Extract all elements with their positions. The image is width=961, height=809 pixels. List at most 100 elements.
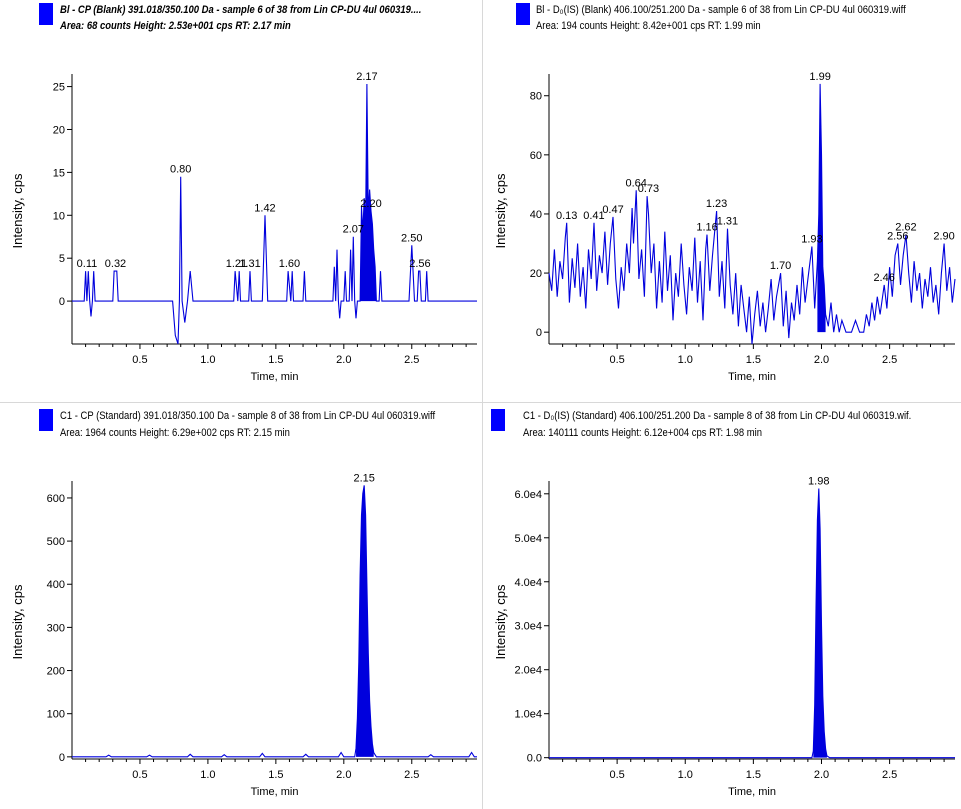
x-tick-label: 1.0 — [678, 354, 693, 366]
peak-label: 0.73 — [638, 183, 659, 195]
legend-swatch — [39, 3, 53, 25]
peak-label: 0.32 — [105, 258, 126, 270]
chromatogram-trace — [549, 488, 955, 759]
panel-stats: Area: 140111 counts Height: 6.12e+004 cp… — [523, 427, 763, 439]
peak-label: 1.93 — [801, 233, 822, 245]
x-tick-label: 2.0 — [336, 769, 351, 781]
chromatogram-chart: 0.0 1.0e4 2.0e4 3.0e4 4.0e4 5.0e4 6.0e4 0.5 1.0 1… — [493, 476, 955, 798]
y-tick-label: 6.0e4 — [514, 489, 542, 501]
y-axis-label: Intensity, cps — [10, 584, 25, 659]
y-tick-label: 1.0e4 — [514, 709, 542, 721]
chromatogram-chart: 0 5 10 15 20 25 0.5 1.0 1.5 2.0 2.5 Time, min Intens… — [10, 71, 477, 383]
x-axis-label: Time, min — [728, 371, 776, 383]
peak-label: 2.20 — [360, 198, 381, 210]
panel-header: Bl - CP (Blank) 391.018/350.100 Da - sam… — [60, 4, 422, 16]
x-tick-label: 2.5 — [404, 354, 419, 366]
peak-label: 2.46 — [873, 272, 894, 284]
y-tick-label: 200 — [47, 666, 65, 678]
y-tick-label: 80 — [530, 91, 542, 103]
chromatogram-trace — [72, 485, 477, 758]
chromatogram-chart: 0 20 40 60 80 0.5 1.0 1.5 2.0 2.5 Time, min Intensi… — [493, 71, 956, 383]
peak-label: 1.31 — [717, 216, 738, 228]
x-tick-label: 2.0 — [814, 354, 829, 366]
x-tick-label: 2.5 — [882, 354, 897, 366]
panel-header: C1 - D₀(IS) (Standard) 406.100/251.200 D… — [523, 410, 912, 422]
panel-stats: Area: 1964 counts Height: 6.29e+002 cps … — [60, 427, 290, 439]
y-tick-label: 20 — [53, 124, 65, 136]
x-tick-label: 1.5 — [268, 769, 283, 781]
peak-label: 1.16 — [696, 222, 717, 234]
y-axis-label: Intensity, cps — [10, 173, 25, 248]
peak-label: 1.98 — [808, 476, 829, 488]
x-tick-label: 1.5 — [268, 354, 283, 366]
panel-header: C1 - CP (Standard) 391.018/350.100 Da - … — [60, 410, 436, 422]
peak-label: 0.47 — [602, 204, 623, 216]
integrated-peak-area — [356, 485, 374, 757]
chromatogram-panel-3: C1 - CP (Standard) 391.018/350.100 Da - … — [0, 403, 482, 809]
x-tick-label: 2.5 — [404, 769, 419, 781]
y-tick-label: 60 — [530, 150, 542, 162]
y-tick-label: 500 — [47, 536, 65, 548]
peak-label: 1.60 — [279, 258, 300, 270]
peak-label: 1.99 — [809, 71, 830, 83]
peak-label: 1.31 — [239, 258, 260, 270]
y-tick-label: 400 — [47, 579, 65, 591]
x-tick-label: 2.0 — [336, 354, 351, 366]
chromatogram-trace — [548, 83, 956, 345]
chromatogram-panel-1: Bl - CP (Blank) 391.018/350.100 Da - sam… — [0, 0, 482, 402]
y-tick-label: 0 — [536, 327, 542, 339]
x-axis-label: Time, min — [251, 371, 299, 383]
chromatogram-trace — [72, 83, 477, 345]
y-tick-label: 600 — [47, 493, 65, 505]
peak-label: 1.70 — [770, 260, 791, 272]
y-tick-label: 3.0e4 — [514, 621, 542, 633]
peak-label: 1.23 — [706, 198, 727, 210]
panel-stats: Area: 194 counts Height: 8.42e+001 cps R… — [536, 20, 761, 32]
peak-label: 2.90 — [933, 231, 954, 243]
x-tick-label: 0.5 — [609, 769, 624, 781]
peak-label: 0.41 — [583, 210, 604, 222]
peak-label: 0.13 — [556, 210, 577, 222]
peak-label: 2.56 — [409, 258, 430, 270]
peak-label: 2.15 — [353, 472, 374, 484]
x-tick-label: 1.5 — [746, 354, 761, 366]
y-tick-label: 4.0e4 — [514, 577, 542, 589]
y-tick-label: 10 — [53, 210, 65, 222]
y-axis-label: Intensity, cps — [493, 584, 508, 659]
x-tick-label: 0.5 — [609, 354, 624, 366]
panel-divider-vertical — [482, 0, 483, 809]
x-axis-label: Time, min — [251, 786, 299, 798]
panel-stats: Area: 68 counts Height: 2.53e+001 cps RT… — [60, 20, 291, 32]
chromatogram-panel-4: C1 - D₀(IS) (Standard) 406.100/251.200 D… — [483, 403, 961, 809]
y-tick-label: 40 — [530, 209, 542, 221]
peak-label: 0.11 — [77, 258, 98, 270]
y-tick-label: 20 — [530, 268, 542, 280]
legend-swatch — [516, 3, 530, 25]
x-tick-label: 0.5 — [132, 769, 147, 781]
x-tick-label: 2.0 — [814, 769, 829, 781]
x-tick-label: 1.0 — [678, 769, 693, 781]
chromatogram-chart: 0 100 200 300 400 500 600 0.5 1.0 1.5 2.0 2.5 Time, … — [10, 472, 477, 798]
peak-label: 0.80 — [170, 164, 191, 176]
legend-swatch — [39, 409, 53, 431]
y-tick-label: 25 — [53, 82, 65, 94]
integrated-peak-area — [360, 84, 377, 302]
peak-label: 2.07 — [343, 224, 364, 236]
peak-label: 1.21 — [226, 258, 247, 270]
integrated-peak-area — [813, 488, 827, 758]
panel-divider-horizontal — [0, 402, 961, 403]
integrated-peak-area — [817, 83, 826, 333]
x-tick-label: 0.5 — [132, 354, 147, 366]
y-tick-label: 0 — [59, 296, 65, 308]
chromatogram-panel-2: Bl - D₀(IS) (Blank) 406.100/251.200 Da -… — [483, 0, 961, 402]
peak-label: 1.42 — [254, 202, 275, 214]
x-tick-label: 1.5 — [746, 769, 761, 781]
peak-label: 2.62 — [895, 222, 916, 234]
x-tick-label: 1.0 — [200, 769, 215, 781]
peak-label: 2.50 — [401, 232, 422, 244]
y-tick-label: 100 — [47, 709, 65, 721]
panel-header: Bl - D₀(IS) (Blank) 406.100/251.200 Da -… — [536, 4, 906, 16]
y-tick-label: 5 — [59, 253, 65, 265]
y-tick-label: 0 — [59, 752, 65, 764]
y-tick-label: 15 — [53, 167, 65, 179]
